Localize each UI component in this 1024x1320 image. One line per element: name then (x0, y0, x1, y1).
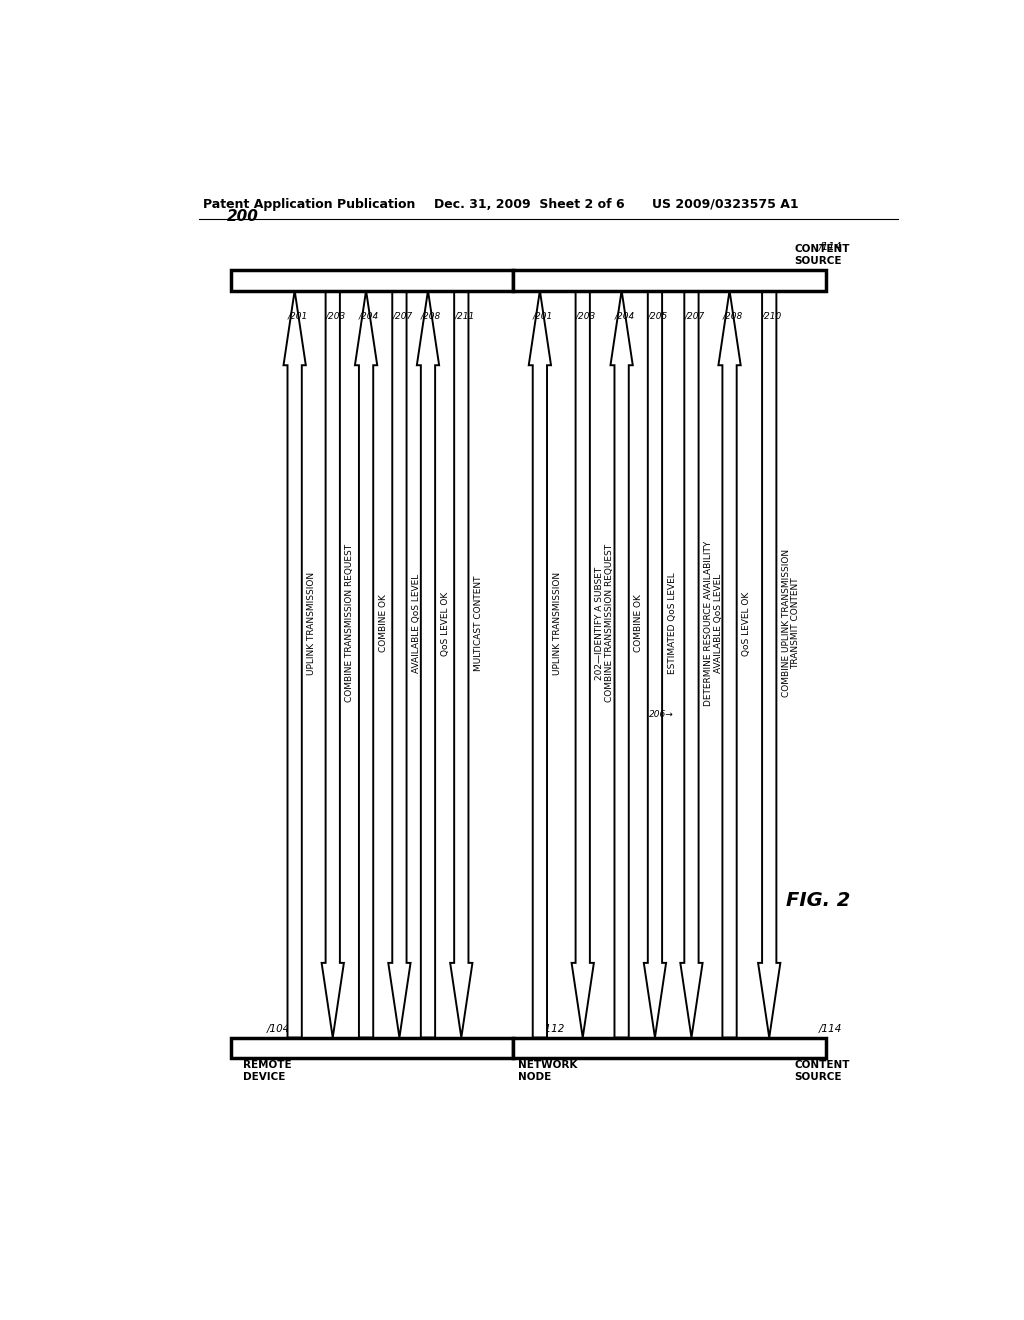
Polygon shape (417, 290, 439, 1038)
Text: /203: /203 (326, 312, 346, 321)
Text: /114: /114 (818, 242, 842, 252)
Text: /201: /201 (288, 312, 308, 321)
Text: /204: /204 (614, 312, 635, 321)
Text: AVAILABLE QoS LEVEL: AVAILABLE QoS LEVEL (714, 574, 723, 673)
Text: UPLINK TRANSMISSION: UPLINK TRANSMISSION (553, 572, 561, 675)
Polygon shape (644, 290, 666, 1038)
Polygon shape (388, 290, 411, 1038)
Text: /211: /211 (455, 312, 474, 321)
Text: FIG. 2: FIG. 2 (786, 891, 851, 909)
Polygon shape (528, 290, 551, 1038)
Text: /104: /104 (267, 1023, 290, 1034)
Text: CONTENT
SOURCE: CONTENT SOURCE (795, 244, 850, 267)
Text: /112: /112 (543, 1023, 565, 1034)
Text: /207: /207 (392, 312, 413, 321)
Text: COMBINE OK: COMBINE OK (634, 594, 643, 652)
Text: COMBINE TRANSMISSION REQUEST: COMBINE TRANSMISSION REQUEST (605, 544, 614, 702)
Text: UPLINK TRANSMISSION: UPLINK TRANSMISSION (307, 572, 316, 675)
Text: QoS LEVEL OK: QoS LEVEL OK (440, 591, 450, 656)
Text: COMBINE TRANSMISSION REQUEST: COMBINE TRANSMISSION REQUEST (345, 544, 354, 702)
Bar (513, 1038, 826, 1057)
Polygon shape (680, 290, 702, 1038)
Text: MULTICAST CONTENT: MULTICAST CONTENT (474, 576, 483, 671)
Text: 202—IDENTIFY A SUBSET: 202—IDENTIFY A SUBSET (595, 566, 604, 680)
Text: Dec. 31, 2009  Sheet 2 of 6: Dec. 31, 2009 Sheet 2 of 6 (433, 198, 625, 211)
Bar (231, 271, 513, 290)
Text: /208: /208 (722, 312, 742, 321)
Text: NETWORK
NODE: NETWORK NODE (518, 1060, 578, 1082)
Bar (231, 1038, 513, 1057)
Text: /210: /210 (762, 312, 782, 321)
Text: Patent Application Publication: Patent Application Publication (204, 198, 416, 211)
Bar (513, 271, 826, 290)
Text: /207: /207 (684, 312, 705, 321)
Text: ESTIMATED QoS LEVEL: ESTIMATED QoS LEVEL (668, 573, 677, 675)
Polygon shape (322, 290, 344, 1038)
Text: QoS LEVEL OK: QoS LEVEL OK (742, 591, 752, 656)
Text: /205: /205 (648, 312, 668, 321)
Text: COMBINE UPLINK TRANSMISSION: COMBINE UPLINK TRANSMISSION (782, 549, 791, 697)
Text: /208: /208 (421, 312, 441, 321)
Polygon shape (451, 290, 472, 1038)
Text: DETERMINE RESOURCE AVAILABILITY: DETERMINE RESOURCE AVAILABILITY (705, 541, 713, 706)
Text: TRANSMIT CONTENT: TRANSMIT CONTENT (792, 578, 801, 669)
Text: US 2009/0323575 A1: US 2009/0323575 A1 (652, 198, 799, 211)
Text: /114: /114 (818, 1023, 842, 1034)
Text: CONTENT
SOURCE: CONTENT SOURCE (795, 1060, 850, 1082)
Text: AVAILABLE QoS LEVEL: AVAILABLE QoS LEVEL (412, 574, 421, 673)
Text: /204: /204 (359, 312, 379, 321)
Polygon shape (610, 290, 633, 1038)
Text: 206→: 206→ (649, 710, 674, 719)
Text: REMOTE
DEVICE: REMOTE DEVICE (243, 1060, 292, 1082)
Polygon shape (758, 290, 780, 1038)
Text: /201: /201 (532, 312, 553, 321)
Text: COMBINE OK: COMBINE OK (379, 594, 388, 652)
Polygon shape (571, 290, 594, 1038)
Text: /203: /203 (575, 312, 596, 321)
Text: 200: 200 (227, 210, 259, 224)
Polygon shape (284, 290, 306, 1038)
Polygon shape (719, 290, 740, 1038)
Polygon shape (355, 290, 377, 1038)
